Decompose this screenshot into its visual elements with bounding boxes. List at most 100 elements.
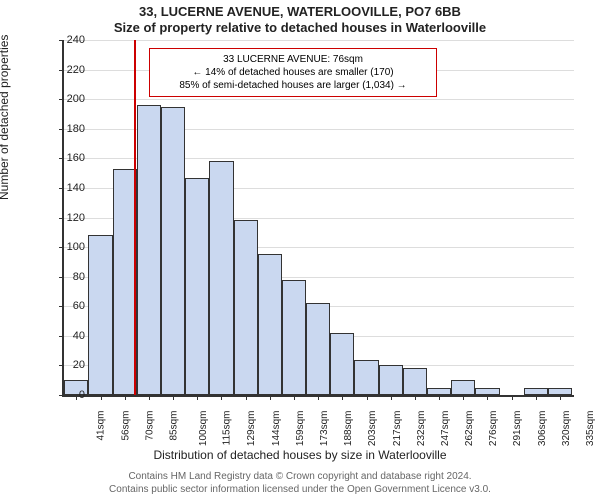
y-tick-label: 100 — [67, 241, 85, 253]
x-tick — [76, 395, 77, 400]
y-tick-label: 0 — [79, 389, 85, 401]
y-tick-label: 180 — [67, 123, 85, 135]
x-tick — [342, 395, 343, 400]
x-tick — [318, 395, 319, 400]
histogram-bar — [330, 333, 354, 395]
histogram-bar — [185, 178, 209, 395]
x-tick-label: 203sqm — [367, 411, 378, 447]
x-tick — [536, 395, 537, 400]
x-tick-label: 144sqm — [271, 411, 282, 447]
grid-line — [64, 40, 574, 41]
y-tick — [59, 188, 64, 189]
y-tick — [59, 395, 64, 396]
x-tick-label: 276sqm — [488, 411, 499, 447]
y-axis-label: Number of detached properties — [0, 35, 11, 200]
histogram-bar — [137, 105, 161, 395]
x-tick-label: 291sqm — [513, 411, 524, 447]
x-tick-label: 85sqm — [168, 411, 179, 441]
x-tick — [270, 395, 271, 400]
x-tick-label: 70sqm — [144, 411, 155, 441]
x-tick — [246, 395, 247, 400]
x-axis-label: Distribution of detached houses by size … — [0, 448, 600, 462]
y-tick-label: 160 — [67, 152, 85, 164]
y-tick-label: 220 — [67, 64, 85, 76]
x-tick — [463, 395, 464, 400]
x-tick — [487, 395, 488, 400]
histogram-bar — [209, 161, 233, 395]
y-tick — [59, 218, 64, 219]
y-tick — [59, 70, 64, 71]
x-tick — [560, 395, 561, 400]
y-tick-label: 120 — [67, 212, 85, 224]
histogram-bar — [548, 388, 572, 395]
x-tick-label: 173sqm — [319, 411, 330, 447]
y-tick — [59, 365, 64, 366]
y-tick — [59, 40, 64, 41]
histogram-bar — [161, 107, 185, 395]
x-tick-label: 306sqm — [537, 411, 548, 447]
x-tick-label: 188sqm — [343, 411, 354, 447]
y-tick-label: 240 — [67, 34, 85, 46]
x-tick-label: 217sqm — [392, 411, 403, 447]
x-tick — [197, 395, 198, 400]
histogram-bar — [524, 388, 548, 395]
x-tick — [439, 395, 440, 400]
histogram-bar — [354, 360, 378, 396]
annotation-line-1: 33 LUCERNE AVENUE: 76sqm — [158, 53, 428, 66]
x-tick-label: 335sqm — [585, 411, 596, 447]
y-tick-label: 40 — [73, 330, 85, 342]
x-tick — [149, 395, 150, 400]
y-tick — [59, 247, 64, 248]
x-tick — [512, 395, 513, 400]
annotation-box: 33 LUCERNE AVENUE: 76sqm ← 14% of detach… — [149, 48, 437, 97]
histogram-bar — [379, 365, 403, 395]
x-tick — [391, 395, 392, 400]
y-tick — [59, 306, 64, 307]
chart-title: Size of property relative to detached ho… — [0, 20, 600, 35]
histogram-bar — [475, 388, 499, 395]
x-tick-label: 56sqm — [120, 411, 131, 441]
x-tick — [101, 395, 102, 400]
x-tick — [294, 395, 295, 400]
x-tick-label: 320sqm — [561, 411, 572, 447]
x-tick-label: 232sqm — [416, 411, 427, 447]
x-tick-label: 41sqm — [96, 411, 107, 441]
y-tick — [59, 129, 64, 130]
x-tick — [125, 395, 126, 400]
histogram-bar — [306, 303, 330, 395]
y-tick-label: 80 — [73, 271, 85, 283]
annotation-line-2: ← 14% of detached houses are smaller (17… — [158, 66, 428, 79]
y-tick — [59, 158, 64, 159]
y-tick-label: 20 — [73, 359, 85, 371]
histogram-bar — [282, 280, 306, 395]
histogram-bar — [427, 388, 451, 395]
y-tick — [59, 336, 64, 337]
x-tick-label: 100sqm — [198, 411, 209, 447]
grid-line — [64, 99, 574, 100]
x-tick-label: 129sqm — [247, 411, 258, 447]
histogram-bar — [403, 368, 427, 395]
chart-supertitle: 33, LUCERNE AVENUE, WATERLOOVILLE, PO7 6… — [0, 4, 600, 19]
footer-copyright-1: Contains HM Land Registry data © Crown c… — [0, 471, 600, 482]
x-tick — [367, 395, 368, 400]
y-tick — [59, 277, 64, 278]
reference-line — [134, 40, 136, 395]
histogram-bar — [234, 220, 258, 395]
y-tick — [59, 99, 64, 100]
y-tick-label: 140 — [67, 182, 85, 194]
chart-plot-area: 33 LUCERNE AVENUE: 76sqm ← 14% of detach… — [62, 40, 574, 397]
x-tick-label: 159sqm — [295, 411, 306, 447]
x-tick-label: 262sqm — [464, 411, 475, 447]
x-tick-label: 247sqm — [440, 411, 451, 447]
histogram-bar — [258, 254, 282, 395]
annotation-line-3: 85% of semi-detached houses are larger (… — [158, 79, 428, 92]
x-tick-label: 115sqm — [222, 411, 233, 446]
histogram-bar — [88, 235, 112, 395]
x-tick — [173, 395, 174, 400]
x-tick — [415, 395, 416, 400]
y-tick-label: 60 — [73, 300, 85, 312]
x-tick — [221, 395, 222, 400]
y-tick-label: 200 — [67, 93, 85, 105]
histogram-bar — [451, 380, 475, 395]
footer-copyright-2: Contains public sector information licen… — [0, 484, 600, 495]
